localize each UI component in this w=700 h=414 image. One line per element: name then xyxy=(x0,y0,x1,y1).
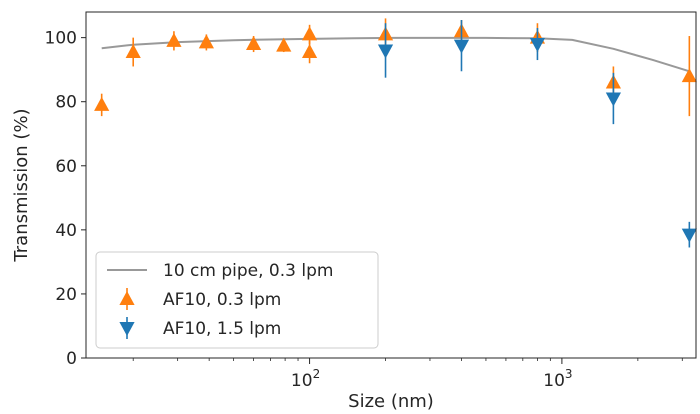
marker-af10-0-3-lpm xyxy=(301,44,318,59)
marker-af10-1-5-lpm xyxy=(681,228,697,243)
x-axis-label: Size (nm) xyxy=(348,391,434,412)
y-tick-label: 0 xyxy=(66,349,77,369)
marker-af10-0-3-lpm xyxy=(245,36,262,51)
marker-af10-0-3-lpm xyxy=(94,96,110,111)
y-axis-label: Transmission (%) xyxy=(11,108,32,262)
series-line-pipe xyxy=(101,36,690,73)
marker-af10-0-3-lpm xyxy=(276,37,292,52)
legend-swatch-marker xyxy=(119,322,135,336)
y-tick-label: 80 xyxy=(55,93,77,113)
y-tick-label: 20 xyxy=(55,285,77,305)
x-tick-label: 103 xyxy=(543,367,572,391)
marker-af10-1-5-lpm xyxy=(529,38,546,53)
legend-label: AF10, 1.5 lpm xyxy=(163,319,281,339)
x-tick-group: 102 103 xyxy=(132,358,683,391)
marker-af10-0-3-lpm xyxy=(166,32,182,47)
marker-af10-0-3-lpm xyxy=(198,34,214,49)
axes-frame xyxy=(85,11,697,359)
marker-af10-0-3-lpm xyxy=(125,44,141,59)
marker-af10-0-3-lpm xyxy=(301,26,318,41)
marker-af10-0-3-lpm xyxy=(681,68,697,83)
marker-af10-1-5-lpm xyxy=(605,92,621,107)
x-tick-label: 102 xyxy=(291,367,320,391)
y-tick-group: 0 20 40 60 80 100 xyxy=(45,29,86,369)
legend-label: 10 cm pipe, 0.3 lpm xyxy=(163,261,333,281)
y-tick-label: 60 xyxy=(55,157,77,177)
marker-af10-1-5-lpm xyxy=(377,44,394,59)
legend: 10 cm pipe, 0.3 lpm AF10, 0.3 lpm AF10, 1.… xyxy=(95,251,379,349)
y-tick-label: 40 xyxy=(55,221,77,241)
plot-area xyxy=(94,18,697,248)
marker-af10-1-5-lpm xyxy=(453,39,470,54)
legend-label: AF10, 0.3 lpm xyxy=(163,290,281,310)
legend-swatch-marker xyxy=(119,291,135,305)
legend-frame xyxy=(95,251,379,349)
y-tick-label: 100 xyxy=(45,29,77,49)
